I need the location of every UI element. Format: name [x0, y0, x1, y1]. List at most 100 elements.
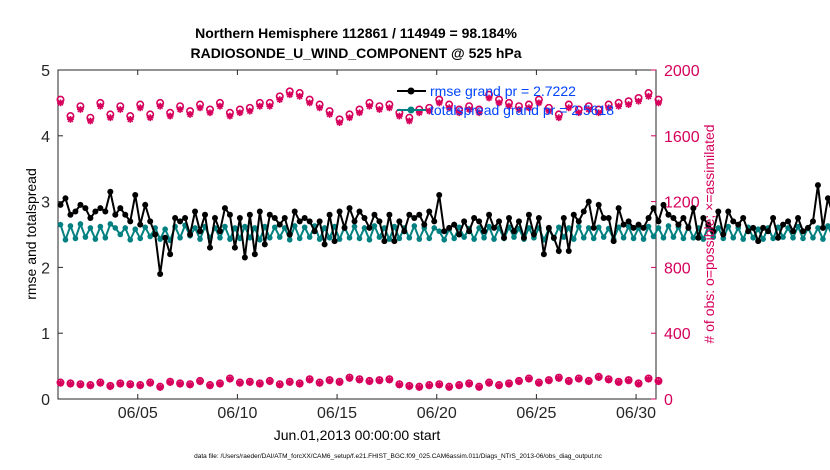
spread-point [82, 234, 89, 240]
spread-point [232, 225, 238, 231]
x-tick-label: 06/15 [317, 405, 357, 422]
rmse-point [271, 215, 278, 222]
rmse-point [775, 234, 782, 241]
obs-assimilated-marker [326, 111, 333, 118]
rmse-point [316, 218, 323, 225]
obs-assimilated-marker [495, 382, 503, 390]
rmse-point [755, 238, 762, 245]
rmse-point [555, 247, 562, 254]
rmse-point [790, 228, 797, 235]
rmse-point [137, 221, 144, 228]
rmse-point [441, 228, 448, 235]
rmse-point [386, 211, 393, 218]
rmse-point [625, 218, 632, 225]
obs-assimilated-marker [166, 379, 174, 386]
rmse-point [366, 224, 373, 231]
obs-assimilated-marker [655, 99, 662, 107]
spread-point [132, 226, 139, 233]
obs-assimilated-marker [136, 382, 144, 390]
obs-assimilated-marker [356, 376, 363, 384]
obs-assimilated-marker [106, 383, 114, 391]
obs-assimilated-marker [395, 381, 403, 389]
rmse-point [780, 221, 787, 228]
rmse-point [824, 195, 830, 202]
rmse-point [381, 238, 388, 245]
obs-assimilated-marker [326, 377, 333, 385]
obs-assimilated-marker [156, 384, 164, 391]
obs-assimilated-marker [366, 378, 373, 386]
rmse-point [216, 228, 223, 235]
spread-point [137, 235, 144, 242]
obs-assimilated-marker [475, 109, 483, 117]
spread-point [645, 223, 652, 230]
spread-point [585, 225, 592, 231]
rmse-point [246, 211, 253, 218]
x-axis: 06/05 06/10 06/15 06/20 06/25 06/30 [118, 70, 656, 422]
rmse-point [446, 224, 453, 231]
spread-point [630, 235, 637, 242]
spread-point [356, 235, 363, 242]
x-tick-label: 06/05 [118, 405, 158, 422]
spread-point [780, 234, 786, 240]
spread-point [715, 225, 722, 231]
obs-assimilated-marker [126, 115, 134, 123]
spread-point [790, 234, 796, 241]
spread-point [321, 225, 328, 231]
y-axis-label: rmse and totalspread [23, 168, 39, 300]
obs-assimilated-marker [415, 384, 423, 391]
rmse-point [809, 218, 816, 225]
obs-assimilated-marker [266, 378, 274, 386]
rmse-point [276, 221, 283, 228]
y-tick-label: 2 [41, 260, 50, 277]
rmse-point [491, 224, 498, 231]
obs-assimilated-marker [645, 92, 652, 100]
rmse-point [615, 205, 622, 212]
rmse-point [545, 224, 552, 231]
rmse-point [356, 208, 363, 215]
obs-assimilated-marker [346, 114, 353, 122]
spread-point [291, 223, 298, 229]
rmse-point [411, 215, 418, 222]
obs-assimilated-marker [276, 381, 284, 389]
rmse-point [326, 211, 333, 218]
obs-assimilated-marker [555, 375, 563, 382]
rmse-point [610, 238, 617, 245]
obs-assimilated-marker [615, 102, 623, 110]
rmse-point [122, 211, 129, 218]
rmse-point [804, 224, 811, 231]
spread-point [346, 234, 353, 241]
spread-point [795, 223, 801, 230]
rmse-point [311, 228, 318, 235]
spread-point [526, 225, 532, 231]
rmse-point [650, 205, 657, 212]
spread-point [556, 224, 562, 231]
obs-assimilated-marker [156, 102, 164, 110]
obs-assimilated-marker [535, 379, 543, 387]
obs-assimilated-marker [146, 379, 154, 387]
spread-point [301, 224, 308, 231]
spread-point [755, 226, 761, 233]
obs-assimilated-marker [67, 115, 74, 123]
rmse-point [471, 215, 478, 222]
rmse-point [226, 211, 233, 218]
spread-point [615, 224, 622, 231]
series-layer [56, 87, 830, 391]
obs-assimilated-marker [246, 107, 254, 115]
rmse-point [197, 228, 204, 235]
rmse-point [87, 215, 94, 222]
obs-assimilated-marker [216, 380, 224, 388]
rmse-point [206, 244, 213, 251]
obs-assimilated-marker [555, 114, 563, 122]
spread-point [730, 234, 737, 241]
y-tick-label: 5 [41, 63, 50, 80]
spread-point [770, 235, 776, 242]
spread-point [461, 234, 467, 240]
spread-point [580, 234, 587, 241]
rmse-point [451, 221, 458, 228]
obs-assimilated-marker [395, 112, 403, 120]
rmse-point [416, 211, 423, 218]
rmse-point [57, 201, 64, 208]
rmse-point [715, 208, 722, 215]
rmse-point [466, 228, 473, 235]
obs-assimilated-marker [635, 97, 642, 105]
